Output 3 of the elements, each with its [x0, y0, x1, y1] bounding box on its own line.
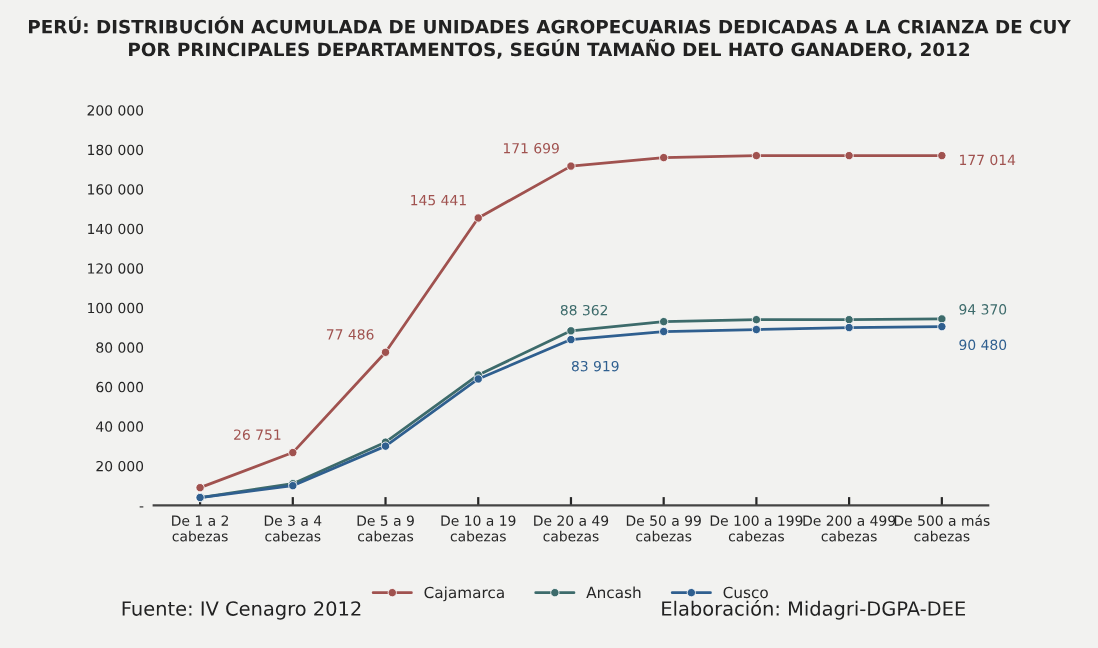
source-note: Fuente: IV Cenagro 2012: [122, 601, 361, 620]
text: Elaboración: Midagri-DGPA-DEE: [662, 600, 965, 620]
chart-title: PERÚ: DISTRIBUCIÓN ACUMULADA DE UNIDADES AGROPECUARIAS DEDICADAS A LA CRIANZA DE CUY POR PRINCIPALES DEPARTAMENTOS, SEGÚN TAMAÑO DEL HATO GANADERO, 2012: [28, 16, 1071, 59]
